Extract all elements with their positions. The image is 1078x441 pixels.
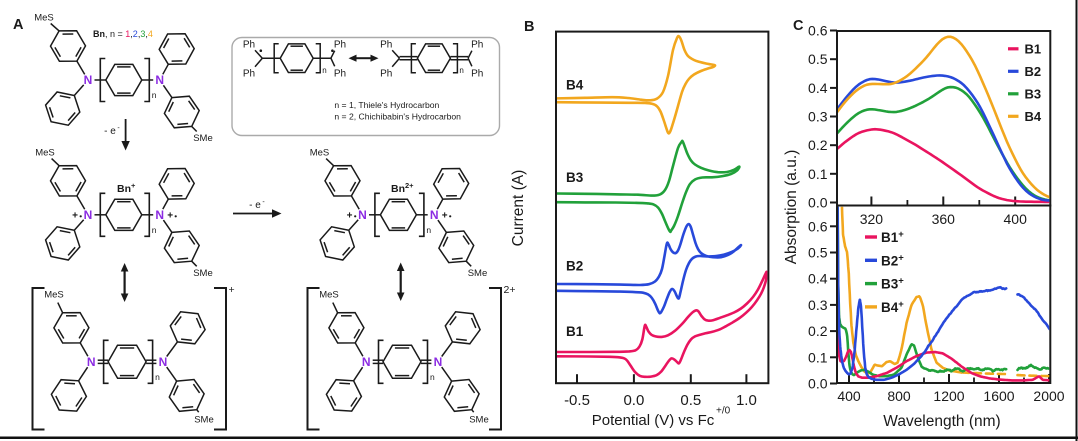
svg-text:0.2: 0.2: [808, 323, 828, 339]
svg-text:0.2: 0.2: [808, 137, 828, 153]
svg-text:+: +: [72, 211, 78, 222]
svg-text:0.0: 0.0: [623, 392, 644, 409]
svg-text:0.5: 0.5: [680, 392, 701, 409]
svg-text:Absorption (a.u.): Absorption (a.u.): [783, 150, 800, 265]
svg-text:0.4: 0.4: [808, 80, 828, 96]
svg-text:0.1: 0.1: [808, 166, 828, 182]
svg-text:1200: 1200: [933, 388, 964, 404]
svg-text:C: C: [793, 18, 804, 34]
svg-text:2000: 2000: [1033, 388, 1064, 404]
svg-text:N: N: [155, 208, 164, 222]
svg-text:0.5: 0.5: [808, 51, 828, 67]
svg-text:360: 360: [932, 211, 956, 227]
svg-text:0.3: 0.3: [808, 297, 828, 313]
svg-text:n: n: [152, 90, 157, 100]
svg-text:n: n: [155, 372, 160, 382]
svg-text:0.4: 0.4: [808, 271, 828, 287]
svg-text:N: N: [84, 208, 93, 222]
svg-text:+: +: [347, 211, 353, 222]
svg-text:Ph: Ph: [334, 40, 346, 51]
svg-text:320: 320: [860, 211, 884, 227]
svg-text:1600: 1600: [983, 388, 1014, 404]
svg-text:N: N: [358, 208, 367, 222]
svg-text:B1: B1: [1025, 42, 1042, 57]
svg-text:Ph: Ph: [471, 40, 483, 51]
svg-text:+/0: +/0: [716, 406, 731, 417]
svg-text:MeS: MeS: [34, 13, 54, 24]
svg-text:N: N: [155, 73, 164, 87]
svg-text:n: n: [459, 66, 463, 75]
svg-text:- e: - e: [104, 126, 116, 137]
svg-text:+: +: [229, 284, 235, 296]
svg-text:N: N: [362, 355, 371, 369]
svg-text:n: n: [426, 225, 431, 235]
svg-text:1.0: 1.0: [736, 392, 757, 409]
svg-text:SMe: SMe: [469, 415, 489, 426]
svg-text:N: N: [434, 355, 443, 369]
svg-text:Potential (V) vs Fc: Potential (V) vs Fc: [592, 412, 715, 429]
svg-text:0.0: 0.0: [808, 376, 828, 392]
svg-text:Ph: Ph: [380, 69, 392, 80]
svg-text:n: n: [322, 66, 326, 75]
svg-text:Wavelength (nm): Wavelength (nm): [883, 413, 1000, 430]
svg-text:-0.5: -0.5: [564, 392, 590, 409]
svg-text:B2: B2: [1025, 64, 1042, 79]
svg-text:0.3: 0.3: [808, 109, 828, 125]
svg-text:N: N: [87, 355, 96, 369]
svg-text:Ph: Ph: [334, 69, 346, 80]
svg-text:n: n: [430, 372, 435, 382]
svg-text:-: -: [117, 125, 120, 132]
svg-text:B2: B2: [566, 259, 583, 274]
svg-text:n = 1, Thiele's Hydrocarbon: n = 1, Thiele's Hydrocarbon: [334, 100, 439, 110]
svg-text:n: n: [152, 225, 157, 235]
svg-text:SMe: SMe: [193, 133, 213, 144]
svg-text:- e: - e: [249, 200, 261, 211]
svg-text:n = 2, Chichibabin's Hydrocarb: n = 2, Chichibabin's Hydrocarbon: [334, 112, 461, 122]
svg-text:-: -: [262, 199, 265, 206]
svg-text:0.1: 0.1: [808, 349, 828, 365]
svg-text:MeS: MeS: [319, 290, 339, 301]
svg-text:N: N: [430, 208, 439, 222]
svg-text:Ph: Ph: [380, 40, 392, 51]
svg-text:800: 800: [887, 388, 911, 404]
svg-text:A: A: [13, 17, 24, 33]
svg-text:+: +: [167, 211, 173, 222]
svg-text:400: 400: [837, 388, 861, 404]
svg-text:B4: B4: [566, 78, 584, 93]
svg-text:Ph: Ph: [471, 69, 483, 80]
svg-text:MeS: MeS: [310, 148, 330, 159]
svg-text:N: N: [84, 73, 93, 87]
svg-text:+: +: [442, 211, 448, 222]
svg-text:Bn, n = 1,2,3,4: Bn, n = 1,2,3,4: [93, 29, 153, 39]
svg-text:B1: B1: [566, 324, 584, 339]
svg-text:SMe: SMe: [193, 268, 213, 279]
svg-text:MeS: MeS: [35, 148, 55, 159]
svg-text:B3: B3: [1025, 87, 1042, 102]
svg-text:N: N: [159, 355, 168, 369]
svg-text:2+: 2+: [504, 284, 516, 296]
svg-text:B4: B4: [1025, 109, 1042, 124]
svg-text:B: B: [524, 19, 534, 35]
svg-text:SMe: SMe: [468, 268, 488, 279]
svg-text:400: 400: [1004, 211, 1028, 227]
svg-text:0.6: 0.6: [808, 23, 828, 39]
svg-text:Ph: Ph: [243, 40, 255, 51]
svg-text:B3: B3: [566, 170, 584, 185]
svg-text:0.5: 0.5: [808, 245, 828, 261]
svg-text:SMe: SMe: [194, 415, 214, 426]
svg-text:0.6: 0.6: [808, 218, 828, 234]
svg-text:Ph: Ph: [243, 69, 255, 80]
svg-text:0.0: 0.0: [808, 195, 828, 211]
svg-text:Current (A): Current (A): [510, 170, 527, 247]
svg-text:MeS: MeS: [44, 290, 64, 301]
